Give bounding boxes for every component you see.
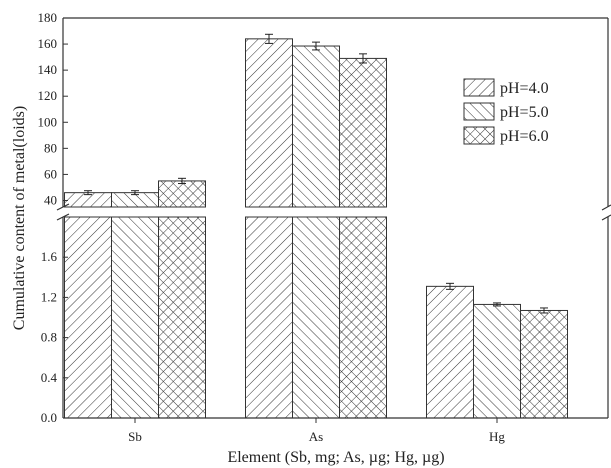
- x-tick-label-hg: Hg: [489, 429, 505, 444]
- y-tick-label-120: 120: [38, 88, 58, 103]
- y-tick-label-0.4: 0.4: [41, 370, 58, 385]
- y-tick-label-180: 180: [38, 10, 58, 25]
- bar-as-ph60-lower: [339, 216, 387, 419]
- legend-swatch-ph60: [463, 126, 495, 145]
- legend-label-ph50: pH=5.0: [500, 104, 549, 121]
- legend-swatch-ph40: [463, 78, 495, 97]
- x-ticks-group: Sb As Hg: [128, 418, 505, 444]
- bar-hg-ph40: [426, 285, 474, 419]
- legend: pH=4.0 pH=5.0 pH=6.0: [463, 78, 549, 145]
- y-tick-label-40: 40: [44, 192, 57, 207]
- legend-swatch-ph50: [463, 102, 495, 121]
- bar-sb-ph40-lower: [64, 216, 112, 419]
- axis-break-mark-left-1: [56, 203, 70, 211]
- y-tick-label-100: 100: [38, 114, 58, 129]
- y-tick-label-1.2: 1.2: [41, 289, 57, 304]
- axis-break-mark-right-2: [601, 214, 611, 221]
- bar-sb-ph60-lower: [158, 216, 206, 419]
- x-tick-label-as: As: [309, 429, 323, 444]
- bar-sb-ph40-error-bar: [84, 190, 92, 196]
- y-tick-label-160: 160: [38, 36, 58, 51]
- x-tick-label-sb: Sb: [128, 429, 142, 444]
- legend-label-ph60: pH=6.0: [500, 128, 549, 145]
- bar-hg-ph60: [520, 309, 568, 419]
- bar-as-ph50-error-bar: [312, 41, 320, 51]
- bar-hg-ph40-error-bar: [446, 282, 454, 290]
- plot-frame: [56, 17, 611, 419]
- y-tick-label-80: 80: [44, 140, 57, 155]
- x-axis-label: Element (Sb, mg; As, µg; Hg, µg): [227, 449, 444, 466]
- bar-as-ph40-upper: [245, 38, 293, 208]
- y-axis-label: Cumulative content of metal(loids): [11, 106, 28, 330]
- legend-label-ph40: pH=4.0: [500, 80, 549, 97]
- y-tick-label-1.6: 1.6: [41, 249, 58, 264]
- bar-sb-ph60-upper: [158, 180, 206, 208]
- axis-break-mark-left-2: [56, 213, 70, 221]
- bar-hg-ph50: [473, 303, 521, 419]
- bar-hg-ph60-error-bar: [540, 307, 548, 314]
- bar-sb-ph60-error-bar: [178, 177, 186, 185]
- bar-as-ph50-lower: [292, 216, 340, 419]
- y-tick-label-0.8: 0.8: [41, 330, 57, 345]
- bar-sb-ph50-lower: [111, 216, 159, 419]
- bars-group: [64, 38, 568, 419]
- y-ticks-group: 40 60 80 100 120 140 160 180 0.0 0.4 0.8 1.2 1.6: [38, 10, 68, 425]
- bar-as-ph50-upper: [292, 45, 340, 208]
- bar-as-ph60-upper: [339, 57, 387, 208]
- bar-sb-ph50-error-bar: [131, 190, 139, 196]
- y-tick-label-60: 60: [44, 166, 57, 181]
- bar-as-ph40-lower: [245, 216, 293, 419]
- bar-hg-ph50-error-bar: [493, 302, 501, 307]
- bar-as-ph40-error-bar: [265, 33, 273, 44]
- bar-as-ph60-error-bar: [359, 53, 367, 64]
- y-tick-label-0.0: 0.0: [41, 410, 57, 425]
- error-bars-group: [84, 33, 548, 314]
- axis-break-mark-right-1: [601, 204, 611, 211]
- y-tick-label-140: 140: [38, 62, 58, 77]
